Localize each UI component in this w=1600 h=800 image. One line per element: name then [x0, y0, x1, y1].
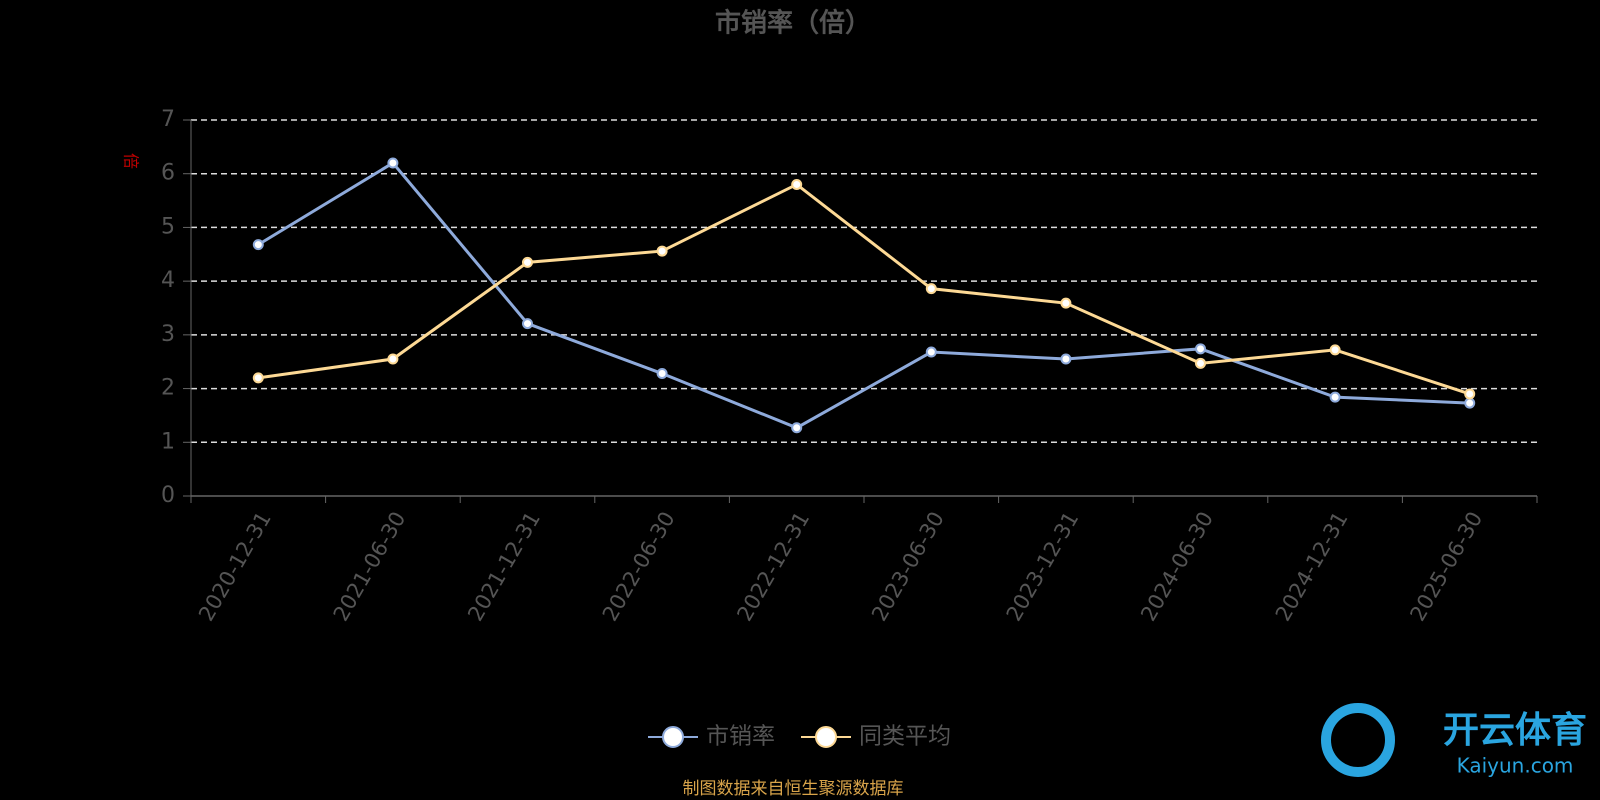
- data-point: [1060, 297, 1072, 309]
- y-tick-label: 5: [161, 214, 175, 239]
- data-point: [1195, 357, 1206, 369]
- source-note: 制图数据来自恒生聚源数据库: [683, 779, 904, 799]
- data-point: [1329, 344, 1341, 356]
- y-tick-label: 3: [161, 322, 175, 347]
- data-point: [1060, 353, 1072, 365]
- data-point: [522, 256, 533, 268]
- data-point: [1329, 391, 1341, 403]
- data-point: [656, 245, 668, 257]
- data-point: [791, 422, 803, 434]
- data-point: [1464, 397, 1476, 409]
- y-tick-label: 7: [161, 107, 175, 132]
- data-point: [387, 353, 399, 365]
- y-tick-label: 0: [161, 483, 175, 508]
- data-point: [925, 283, 937, 295]
- legend-label: 市销率: [706, 724, 775, 750]
- data-point: [1464, 388, 1476, 400]
- y-tick-label: 2: [161, 376, 175, 401]
- y-tick-label: 4: [161, 268, 175, 293]
- legend-marker: [662, 726, 684, 748]
- data-point: [252, 239, 264, 251]
- data-point: [925, 346, 937, 358]
- watermark-logo: [1321, 703, 1395, 777]
- legend-marker: [815, 726, 837, 748]
- data-point: [1195, 343, 1206, 355]
- data-point: [252, 372, 264, 384]
- chart-title: 市销率（倍）: [715, 8, 871, 39]
- data-point: [522, 318, 533, 330]
- y-tick-label: 6: [161, 161, 175, 186]
- y-axis-label: 倍: [122, 153, 141, 169]
- watermark-url: Kaiyun.com: [1457, 754, 1574, 778]
- legend-label: 同类平均: [859, 724, 951, 750]
- watermark-name: 开云体育: [1443, 710, 1587, 751]
- y-tick-label: 1: [161, 429, 175, 454]
- data-point: [387, 157, 399, 169]
- data-point: [656, 368, 668, 380]
- data-point: [791, 178, 803, 190]
- series-line: [257, 161, 1470, 430]
- series-line: [258, 182, 1471, 396]
